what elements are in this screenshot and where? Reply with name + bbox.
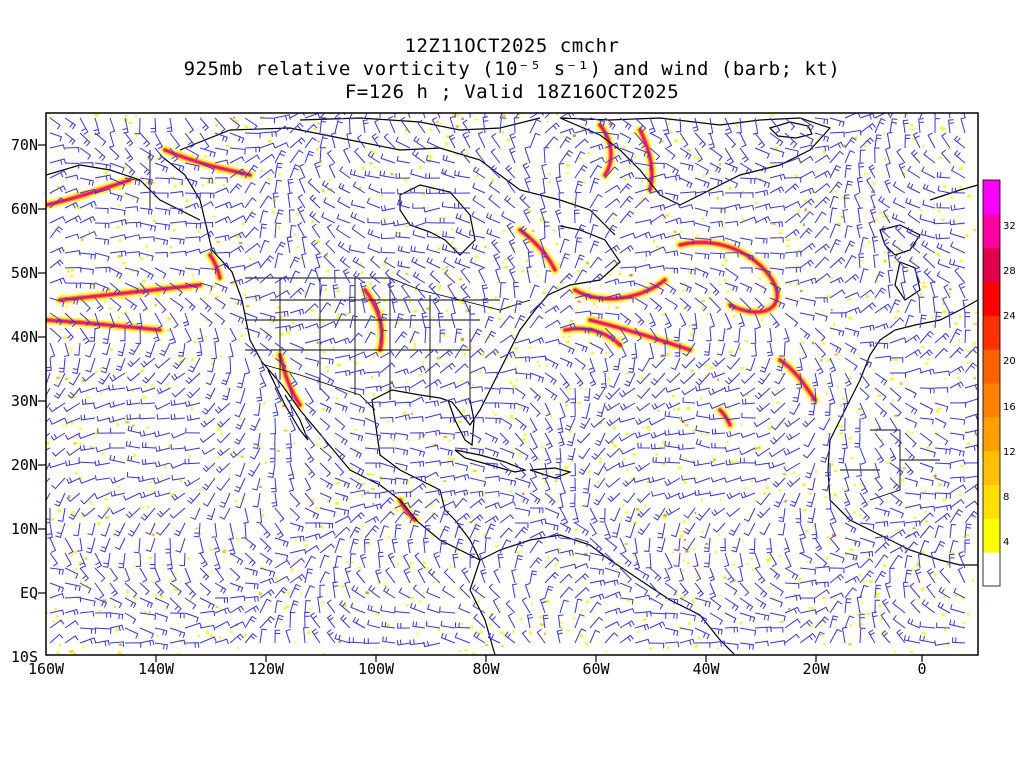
colorbar-frame <box>982 179 1001 587</box>
colorbar-swatch <box>983 315 1000 350</box>
colorbar-swatch <box>983 180 1000 215</box>
lon-label: 140W <box>138 660 175 678</box>
lat-label: 50N <box>11 264 38 282</box>
colorbar-swatch <box>983 518 1000 553</box>
colorbar-label: 20 <box>1003 356 1016 367</box>
latitude-axis: 70N 60N 50N 40N 30N 20N 10N EQ 10S <box>11 136 46 666</box>
lon-label: 60W <box>582 660 610 678</box>
colorbar-label: 32 <box>1003 221 1016 232</box>
colorbar-swatch <box>983 416 1000 452</box>
colorbar <box>983 180 1000 587</box>
longitude-axis: 160W 140W 120W 100W 80W 60W 40W 20W 0 <box>28 655 927 678</box>
lat-label: 10N <box>11 520 38 538</box>
map-title-line2: 925mb relative vorticity (10⁻⁵ s⁻¹) and … <box>183 58 841 80</box>
wind-barbs <box>46 113 978 650</box>
lon-label: 120W <box>248 660 285 678</box>
lon-label: 40W <box>692 660 720 678</box>
lat-label: 60N <box>11 200 38 218</box>
map-title-line1: 12Z11OCT2025 cmchr <box>404 35 620 57</box>
lat-label: 30N <box>11 392 38 410</box>
lat-label: 70N <box>11 136 38 154</box>
coastlines <box>46 117 978 655</box>
lon-label: 160W <box>28 660 65 678</box>
lon-label: 80W <box>472 660 500 678</box>
colorbar-labels: 4 8 12 16 20 24 28 32 <box>1003 221 1016 548</box>
colorbar-swatch <box>983 281 1000 316</box>
lat-label: 10S <box>11 648 38 666</box>
colorbar-label: 4 <box>1003 537 1009 548</box>
lat-label: EQ <box>20 584 38 602</box>
colorbar-swatch <box>983 484 1000 519</box>
colorbar-label: 24 <box>1003 311 1016 322</box>
lon-label: 100W <box>358 660 395 678</box>
map-title-line3: F=126 h ; Valid 18Z16OCT2025 <box>344 81 680 103</box>
colorbar-swatch <box>983 450 1000 485</box>
map-frame <box>45 112 979 656</box>
colorbar-label: 8 <box>1003 492 1009 503</box>
colorbar-swatch <box>983 349 1000 384</box>
colorbar-swatch <box>983 552 1000 587</box>
lon-label: 20W <box>802 660 830 678</box>
colorbar-swatch <box>983 383 1000 418</box>
colorbar-label: 28 <box>1003 266 1016 277</box>
lat-label: 40N <box>11 328 38 346</box>
colorbar-label: 16 <box>1003 402 1016 413</box>
colorbar-swatch <box>983 247 1000 282</box>
colorbar-swatch <box>983 213 1000 249</box>
colorbar-label: 12 <box>1003 447 1016 458</box>
lat-label: 20N <box>11 456 38 474</box>
lon-label: 0 <box>917 660 926 678</box>
